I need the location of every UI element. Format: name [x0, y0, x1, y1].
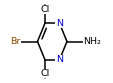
- Text: Cl: Cl: [40, 5, 49, 14]
- Text: N: N: [55, 55, 62, 64]
- Text: N: N: [55, 19, 62, 28]
- Text: Br: Br: [10, 37, 21, 46]
- Text: NH₂: NH₂: [83, 37, 101, 46]
- Text: Cl: Cl: [40, 69, 49, 78]
